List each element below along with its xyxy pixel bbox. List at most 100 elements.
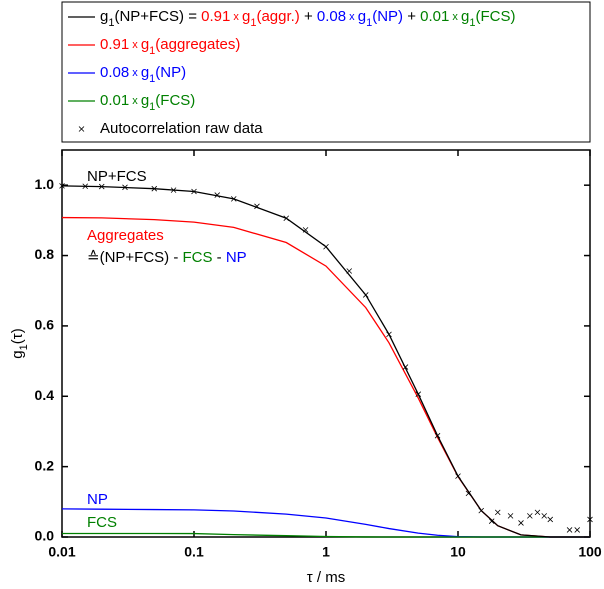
point bbox=[214, 192, 221, 198]
text-part: (FCS) bbox=[155, 92, 195, 109]
point bbox=[122, 184, 128, 191]
text-part: (aggr.) bbox=[256, 8, 299, 25]
text-part: (aggregates) bbox=[155, 36, 240, 53]
text-part: (NP+FCS) = bbox=[114, 8, 201, 25]
text-part: + bbox=[300, 8, 317, 25]
text-part: 1 bbox=[149, 101, 155, 113]
text-part: g bbox=[461, 8, 469, 25]
annotation: NP bbox=[87, 491, 108, 508]
text-part: (FCS) bbox=[475, 8, 515, 25]
line bbox=[62, 532, 590, 538]
text-part: 1 bbox=[250, 17, 256, 29]
point bbox=[283, 215, 290, 222]
point bbox=[362, 292, 369, 298]
text-part: 0.91 bbox=[201, 8, 230, 25]
text-part: 1 bbox=[366, 17, 372, 29]
text-part: Autocorrelation raw data bbox=[100, 120, 263, 137]
text-part: x bbox=[129, 39, 141, 51]
point bbox=[465, 490, 472, 497]
legend-box bbox=[61, 1, 591, 143]
point bbox=[302, 227, 309, 233]
text-part: g bbox=[141, 64, 149, 81]
text-part: x bbox=[129, 95, 141, 107]
x-tick-label: 100 bbox=[578, 544, 602, 560]
y-tick-label: 0.2 bbox=[35, 457, 55, 473]
legend-label: g1(NP+FCS) = 0.91 x g1(aggr.) + 0.08 x g… bbox=[100, 8, 515, 29]
text-part: NP+FCS bbox=[87, 168, 147, 185]
annotation: FCS bbox=[87, 514, 117, 531]
point bbox=[534, 509, 541, 516]
text-part: g bbox=[9, 350, 26, 358]
legend-label: Autocorrelation raw data bbox=[100, 120, 263, 137]
text-part: g bbox=[242, 8, 250, 25]
point bbox=[507, 513, 514, 519]
text-part: Aggregates bbox=[87, 227, 164, 244]
text-part: 0.01 bbox=[420, 8, 449, 25]
text-part: + bbox=[403, 8, 420, 25]
point bbox=[323, 243, 329, 250]
y-tick-label: 0.4 bbox=[35, 387, 55, 403]
y-tick-label: 0.8 bbox=[35, 246, 55, 262]
text-part: x bbox=[346, 11, 358, 23]
annotation: NP+FCS bbox=[87, 168, 147, 185]
y-tick-label: 0.0 bbox=[35, 528, 55, 544]
text-part: NP bbox=[226, 249, 247, 266]
text-part: 1 bbox=[18, 344, 30, 350]
text-part: (τ) bbox=[9, 328, 26, 344]
text-part: x bbox=[449, 11, 461, 23]
point bbox=[415, 391, 422, 397]
line bbox=[61, 185, 590, 538]
annotation: ≙(NP+FCS) - FCS - NP bbox=[87, 249, 247, 266]
point bbox=[254, 203, 260, 210]
point bbox=[151, 185, 158, 192]
point bbox=[346, 268, 353, 274]
text-part: 0.91 bbox=[100, 36, 129, 53]
text-part: x bbox=[129, 67, 141, 79]
point bbox=[488, 518, 495, 524]
text-part: g bbox=[100, 8, 108, 25]
point bbox=[230, 196, 237, 202]
text-part: ≙(NP+FCS) - bbox=[87, 249, 183, 266]
legend-label: 0.91 x g1(aggregates) bbox=[100, 36, 240, 57]
text-part: 1 bbox=[149, 73, 155, 85]
point bbox=[59, 183, 65, 189]
point bbox=[386, 331, 392, 338]
text-part: g bbox=[141, 36, 149, 53]
text-part: 1 bbox=[108, 17, 114, 29]
plot-frame bbox=[61, 149, 591, 538]
point bbox=[494, 509, 501, 516]
legend-swatch bbox=[78, 126, 85, 132]
text-part: x bbox=[230, 11, 242, 23]
point bbox=[566, 527, 573, 533]
point bbox=[434, 432, 441, 439]
point bbox=[170, 187, 177, 193]
y-tick-label: 1.0 bbox=[35, 176, 55, 192]
point bbox=[191, 188, 197, 195]
point bbox=[587, 516, 593, 523]
y-axis-label: g1(τ) bbox=[9, 328, 30, 358]
point bbox=[402, 364, 409, 370]
x-axis-label: τ / ms bbox=[307, 569, 345, 586]
text-part: g bbox=[358, 8, 366, 25]
point bbox=[98, 183, 105, 190]
x-tick-label: 0.1 bbox=[184, 544, 204, 560]
text-part: 1 bbox=[149, 45, 155, 57]
text-part: 0.01 bbox=[100, 92, 129, 109]
point bbox=[455, 473, 461, 479]
point bbox=[518, 520, 524, 526]
text-part: 0.08 bbox=[317, 8, 346, 25]
legend-label: 0.08 x g1(NP) bbox=[100, 64, 186, 85]
text-part: 0.08 bbox=[100, 64, 129, 81]
x-tick-label: 0.01 bbox=[48, 544, 75, 560]
text-part: g bbox=[141, 92, 149, 109]
point bbox=[527, 513, 533, 519]
legend-label: 0.01 x g1(FCS) bbox=[100, 92, 195, 113]
point bbox=[541, 513, 548, 519]
text-part: NP bbox=[87, 491, 108, 508]
x-tick-label: 10 bbox=[450, 544, 466, 560]
x-tick-label: 1 bbox=[322, 544, 330, 560]
annotation: Aggregates bbox=[87, 227, 164, 244]
text-part: 1 bbox=[469, 17, 475, 29]
point bbox=[547, 516, 554, 523]
